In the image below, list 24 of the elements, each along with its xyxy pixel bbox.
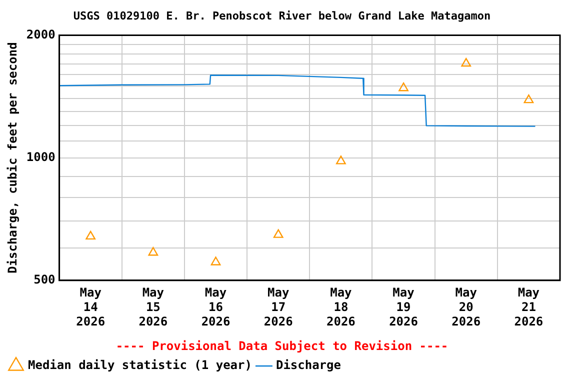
- y-axis-title: Discharge, cubic feet per second: [5, 42, 20, 274]
- chart-title: USGS 01029100 E. Br. Penobscot River below Grand Lake Matagamon: [73, 9, 491, 22]
- x-tick-label: May 15 2026: [138, 286, 168, 329]
- legend-label: Discharge: [276, 358, 341, 372]
- x-tick-label: May 17 2026: [264, 286, 293, 329]
- point: [336, 156, 346, 164]
- x-tick-label: May 16 2026: [201, 286, 230, 329]
- point: [86, 230, 96, 240]
- point: [524, 94, 534, 104]
- x-tick-label: May 14 2026: [76, 286, 106, 329]
- x-tick-label: May 20 2026: [452, 286, 481, 329]
- legend-label: Median daily statistic (1 year): [28, 358, 252, 372]
- point: [461, 58, 472, 67]
- point: [398, 82, 408, 92]
- x-tick-label: May 19 2026: [389, 286, 418, 329]
- y-tick-label: 1000: [26, 150, 56, 164]
- x-tick-label: May 21 2026: [514, 286, 544, 329]
- y-tick-label: 2000: [26, 27, 56, 42]
- text: ---- Provisional Data Subject to Revision ----: [116, 338, 448, 353]
- point: [210, 256, 221, 266]
- point: [148, 247, 158, 256]
- y-tick-label: 500: [34, 272, 56, 287]
- point: [273, 229, 284, 238]
- x-tick-label: May 18 2026: [326, 286, 356, 329]
